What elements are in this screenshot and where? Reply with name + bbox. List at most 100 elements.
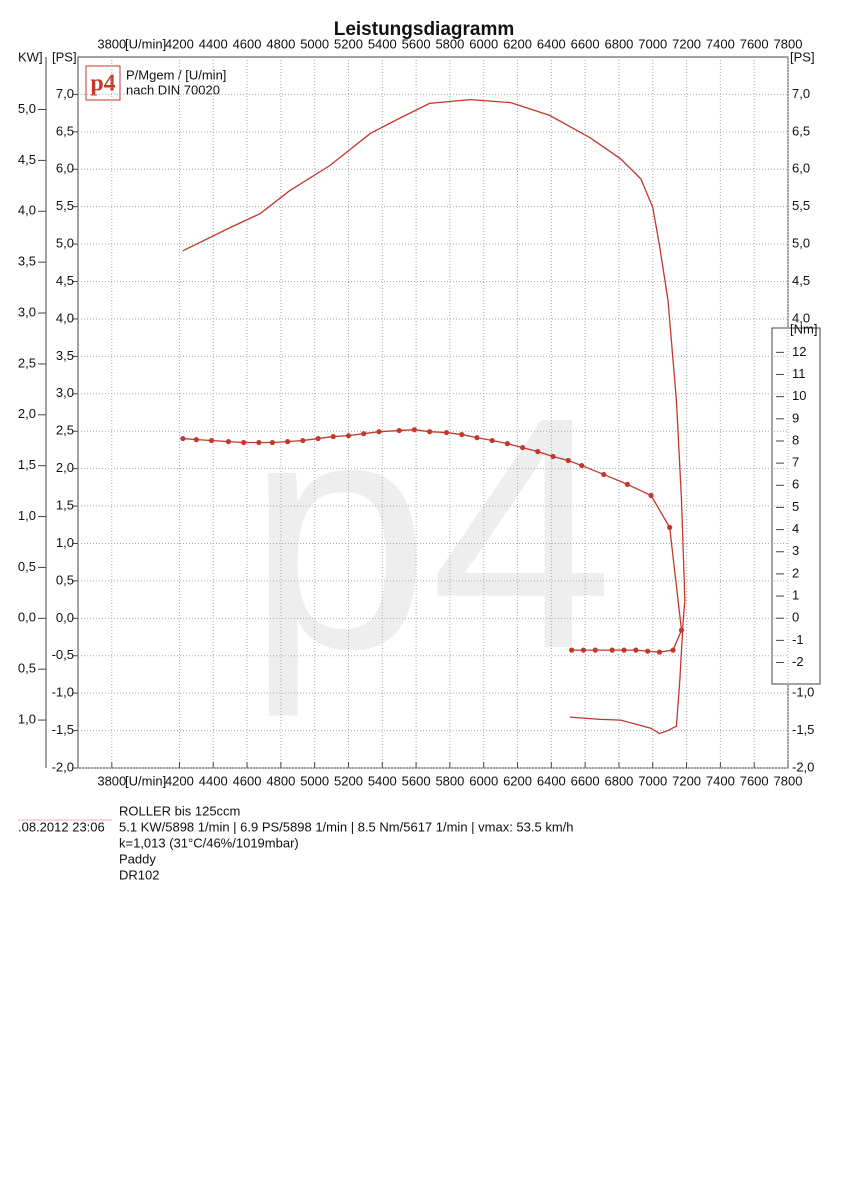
kw-tick-label: 2,0 [18, 406, 36, 421]
x-tick-label: 6600 [571, 773, 600, 788]
y2-tick-label: 0 [792, 610, 799, 625]
x-tick-label: 4800 [266, 773, 295, 788]
point [285, 439, 291, 445]
y2-axis-label: [Nm] [790, 321, 817, 336]
y-tick-label-right: 4,5 [792, 273, 810, 288]
point [427, 429, 433, 435]
x-tick-label: 7800 [774, 773, 803, 788]
y2-tick-label: 5 [792, 499, 799, 514]
x-tick-label: 6800 [604, 36, 633, 51]
y-tick-label: 3,0 [56, 385, 74, 400]
x-tick-label: 7400 [706, 36, 735, 51]
x-tick-label: 7600 [740, 36, 769, 51]
x-tick-label: 4200 [165, 773, 194, 788]
y2-tick-label: -1 [792, 632, 804, 647]
x-tick-label: 4600 [233, 773, 262, 788]
y-tick-label: 5,0 [56, 236, 74, 251]
y-tick-label: 0,0 [56, 610, 74, 625]
y-tick-label-right: 5,5 [792, 198, 810, 213]
kw-tick-label: 3,5 [18, 254, 36, 269]
y2-tick-label: 9 [792, 410, 799, 425]
chart-title: Leistungsdiagramm [334, 19, 515, 40]
point [550, 453, 556, 460]
point [256, 439, 262, 446]
point [656, 649, 663, 655]
y-tick-label: 2,0 [56, 460, 74, 475]
x-tick-label: 6000 [469, 36, 498, 51]
x-tick-label: 4400 [199, 36, 228, 51]
point [345, 433, 352, 439]
point [361, 431, 367, 437]
point [601, 471, 607, 478]
y-tick-label-right: 6,5 [792, 123, 810, 138]
y-tick-label: -1,0 [52, 685, 74, 700]
point [621, 647, 627, 653]
point [300, 437, 306, 444]
kw-tick-label: 4,5 [18, 152, 36, 167]
y2-tick-label: 7 [792, 455, 799, 470]
point [633, 647, 639, 653]
kw-tick-label: 0,0 [18, 610, 36, 625]
point [535, 449, 541, 455]
x-tick-label: 7800 [774, 36, 803, 51]
footer-line: Paddy [119, 851, 156, 866]
footer-line: 5.1 KW/5898 1/min | 6.9 PS/5898 1/min | … [119, 819, 574, 834]
y-tick-label: 5,5 [56, 198, 74, 213]
y-tick-label: 4,5 [56, 273, 74, 288]
point [579, 462, 585, 469]
y-tick-label: 7,0 [56, 86, 74, 101]
x-axis-label: [U/min] [125, 36, 166, 51]
x-tick-label: 7200 [672, 36, 701, 51]
point [411, 427, 418, 433]
y-tick-label: -0,5 [52, 647, 74, 662]
y2-tick-label: 4 [792, 521, 799, 536]
point [592, 647, 598, 653]
x-tick-label: 4800 [266, 36, 295, 51]
y-tick-label: 1,5 [56, 497, 74, 512]
point [504, 441, 510, 447]
y2-tick-label: 3 [792, 543, 799, 558]
y-tick-label: 1,0 [56, 535, 74, 550]
footer-line: ROLLER bis 125ccm [119, 803, 240, 818]
y2-tick-label: 6 [792, 477, 799, 492]
kw-tick-label: 5,0 [18, 101, 36, 116]
y-tick-label: 6,5 [56, 123, 74, 138]
x-tick-label: 5600 [402, 36, 431, 51]
x-tick-label: 5200 [334, 773, 363, 788]
y-tick-label: 0,5 [56, 572, 74, 587]
point [269, 439, 276, 446]
point [474, 435, 480, 441]
kw-tick-label: 2,5 [18, 355, 36, 370]
x-tick-label: 5400 [368, 773, 397, 788]
point [315, 435, 321, 442]
point [376, 429, 382, 435]
footer-line: k=1,013 (31°C/46%/1019mbar) [119, 835, 299, 850]
y2-tick-label: 2 [792, 565, 799, 580]
line-series [182, 99, 686, 735]
point [678, 627, 685, 633]
kw-tick-label: 0,5 [18, 559, 36, 574]
x-tick-label: 7000 [638, 36, 667, 51]
x-tick-label: 4200 [165, 36, 194, 51]
point [443, 429, 450, 436]
x-tick-label: 6400 [537, 773, 566, 788]
x-tick-label: 5800 [435, 773, 464, 788]
point [241, 439, 247, 446]
x-tick-label: 5200 [334, 36, 363, 51]
y-tick-label: 2,5 [56, 423, 74, 438]
x-tick-label: 5400 [368, 36, 397, 51]
x-tick-label: 6200 [503, 36, 532, 51]
x-tick-label: 3800 [97, 36, 126, 51]
legend-line: P/Mgem / [U/min] [126, 67, 226, 82]
x-axis-label: [U/min] [125, 773, 166, 788]
y2-tick-label: -2 [792, 654, 804, 669]
y-tick-label-right: -2,0 [792, 759, 814, 774]
x-tick-label: 3800 [97, 773, 126, 788]
point [569, 647, 575, 653]
y-tick-label-right: 4,0 [792, 310, 810, 325]
point [459, 431, 465, 438]
y-tick-label: 4,0 [56, 310, 74, 325]
footer-line: DR102 [119, 867, 159, 882]
point [489, 437, 495, 444]
